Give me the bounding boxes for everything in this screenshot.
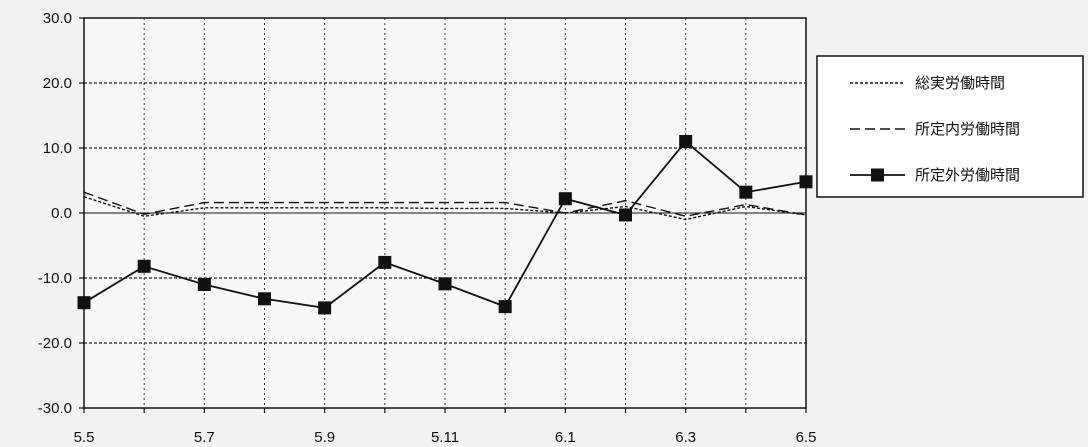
series-line-2 bbox=[83, 191, 807, 217]
data-point-marker bbox=[438, 277, 452, 291]
x-tick-label: 5.11 bbox=[431, 429, 459, 446]
legend-box bbox=[816, 55, 1084, 198]
data-point-marker bbox=[558, 192, 572, 206]
data-point-marker bbox=[318, 301, 332, 315]
y-tick-label: -10.0 bbox=[38, 270, 72, 287]
data-point-marker bbox=[258, 292, 271, 306]
plot-border bbox=[83, 17, 807, 409]
series-line-1 bbox=[83, 196, 807, 221]
y-tick-label: -20.0 bbox=[38, 335, 72, 352]
data-point-marker bbox=[679, 135, 693, 148]
y-tick-label: 20.0 bbox=[43, 75, 72, 92]
x-tick-label: 6.5 bbox=[796, 429, 817, 446]
data-point-marker bbox=[739, 185, 753, 199]
data-point-marker bbox=[137, 259, 151, 273]
x-axis-ticks: 5.5 5.7 5.9 5.11 6.1 6.3 6.5 bbox=[74, 408, 817, 446]
x-tick-label: 5.9 bbox=[314, 429, 335, 446]
y-axis-ticks: 30.0 20.0 10.0 0.0 -10.0 -20.0 -30.0 bbox=[38, 10, 84, 417]
y-tick-label: 10.0 bbox=[43, 140, 72, 157]
x-tick-label: 5.5 bbox=[74, 429, 95, 446]
y-tick-label: 0.0 bbox=[51, 205, 72, 222]
data-point-marker bbox=[378, 255, 392, 269]
legend-marker bbox=[871, 168, 884, 182]
series-layer bbox=[77, 135, 813, 315]
data-point-marker bbox=[498, 300, 512, 314]
legend-label-2: 所定内労働時間 bbox=[915, 120, 1020, 138]
y-tick-label: 30.0 bbox=[43, 10, 72, 27]
x-tick-label: 6.1 bbox=[555, 429, 576, 446]
data-point-marker bbox=[197, 278, 211, 291]
y-tick-label: -30.0 bbox=[38, 400, 72, 417]
legend-label-1: 総実労働時間 bbox=[915, 74, 1005, 92]
x-tick-label: 6.3 bbox=[675, 429, 696, 446]
data-point-marker bbox=[619, 208, 632, 222]
legend-label-3: 所定外労働時間 bbox=[915, 166, 1020, 184]
x-tick-label: 5.7 bbox=[194, 429, 215, 446]
